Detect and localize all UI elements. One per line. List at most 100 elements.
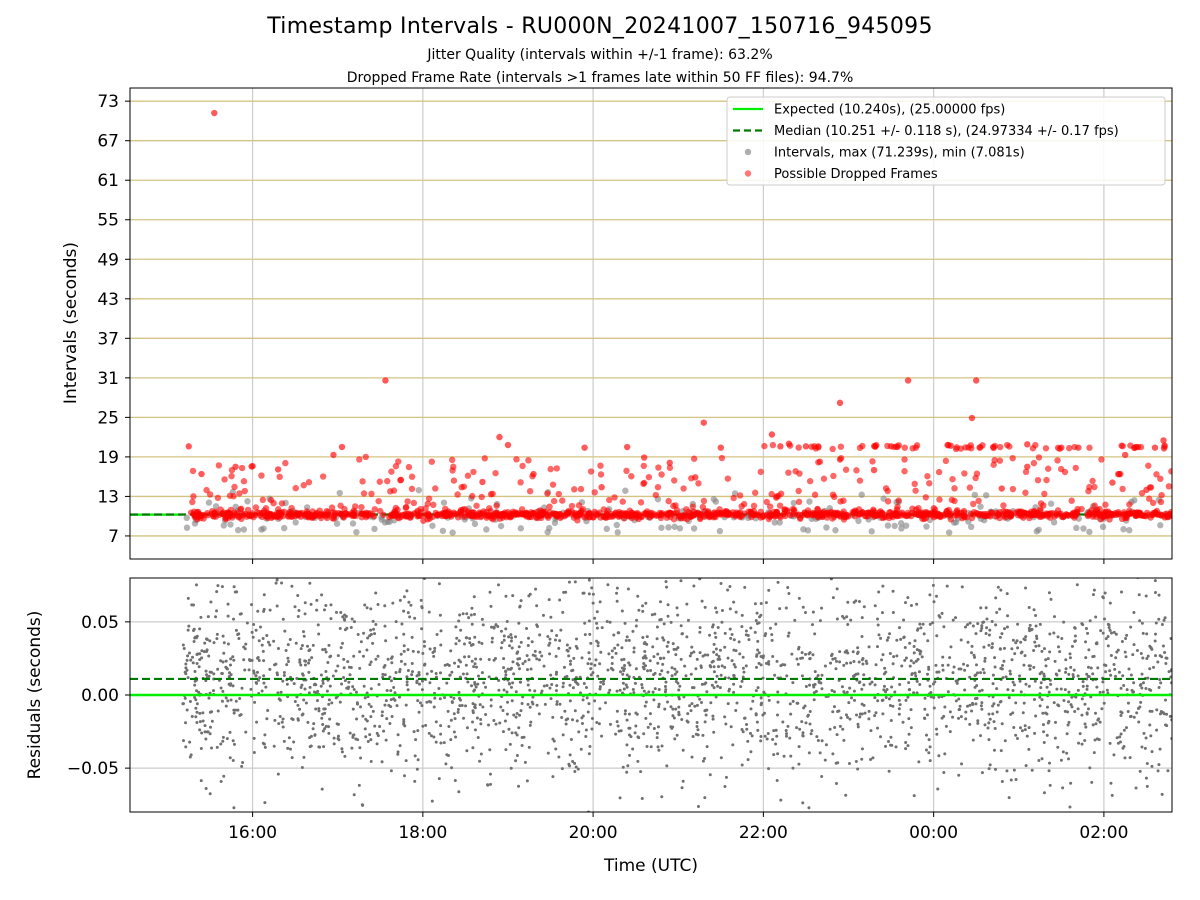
residual-point — [421, 651, 425, 655]
residual-point — [636, 735, 640, 739]
residual-point — [1145, 762, 1149, 766]
residual-point — [587, 702, 591, 706]
residual-point — [286, 656, 290, 660]
residual-point — [437, 777, 441, 781]
residual-point — [1053, 736, 1057, 740]
residual-point — [641, 609, 645, 613]
residual-point — [867, 645, 871, 649]
residual-point — [1104, 637, 1108, 641]
residual-point — [751, 699, 755, 703]
residual-point — [376, 654, 380, 658]
residual-point — [583, 621, 587, 625]
residual-point — [862, 605, 866, 609]
residual-point — [1032, 665, 1036, 669]
dropped-frame-point — [230, 493, 237, 500]
residual-point — [1003, 627, 1007, 631]
dropped-frame-point — [1160, 445, 1168, 452]
residual-point — [979, 671, 983, 675]
residual-point — [756, 570, 759, 573]
residual-point — [1148, 667, 1152, 671]
residual-point — [198, 711, 202, 715]
residual-point — [336, 737, 340, 741]
residual-point — [764, 632, 768, 636]
residual-point — [936, 787, 940, 791]
residual-point — [535, 657, 539, 661]
residual-point — [990, 620, 994, 624]
residual-point — [593, 699, 597, 703]
residual-point — [526, 702, 530, 706]
residual-point — [1045, 705, 1049, 709]
residual-point — [255, 720, 259, 724]
dropped-frame-point — [196, 512, 204, 520]
residual-point — [1016, 622, 1020, 626]
residual-point — [653, 687, 657, 691]
residual-point — [420, 679, 424, 683]
residual-point — [1005, 592, 1009, 596]
residual-point — [929, 690, 933, 694]
residual-point — [749, 626, 753, 630]
residual-point — [640, 686, 644, 690]
residual-point — [348, 673, 352, 677]
residual-point — [628, 663, 632, 667]
residual-point — [272, 663, 276, 667]
residual-point — [1095, 641, 1099, 645]
residual-point — [677, 697, 681, 701]
residual-point — [323, 711, 327, 715]
residual-point — [625, 673, 629, 677]
residual-point — [1080, 697, 1084, 701]
residual-point — [261, 649, 265, 653]
dropped-frame-point — [911, 480, 918, 488]
residual-point — [1067, 720, 1071, 724]
dropped-frame-outlier — [249, 462, 256, 470]
residual-point — [732, 673, 736, 677]
residual-point — [393, 698, 397, 702]
residual-point — [382, 665, 386, 669]
residual-point — [634, 667, 638, 671]
residual-point — [926, 639, 930, 643]
residual-point — [672, 716, 676, 720]
residual-point — [816, 738, 820, 742]
interval-point — [712, 498, 720, 505]
residual-point — [328, 684, 332, 688]
residual-point — [652, 698, 656, 702]
residual-point — [348, 731, 352, 735]
residual-point — [508, 682, 512, 686]
residual-point — [187, 624, 191, 628]
residual-point — [664, 688, 668, 692]
residual-point — [540, 689, 544, 693]
dropped-frame-point — [395, 458, 402, 465]
residual-point — [1042, 672, 1046, 676]
residual-point — [275, 578, 279, 582]
residual-point — [624, 639, 628, 643]
residual-point — [319, 684, 323, 688]
residual-point — [1084, 725, 1088, 729]
residual-point — [828, 727, 832, 731]
residual-point — [649, 668, 653, 672]
residual-point — [909, 708, 913, 712]
dropped-frame-point — [1157, 498, 1165, 506]
residual-point — [869, 757, 873, 761]
residual-point — [303, 612, 307, 616]
residual-point — [987, 738, 991, 742]
residual-point — [987, 643, 991, 647]
residual-point — [464, 704, 468, 708]
residual-point — [1008, 669, 1012, 673]
residual-point — [300, 683, 304, 687]
residual-point — [215, 745, 219, 749]
dropped-frame-point — [492, 469, 499, 477]
residual-point — [508, 667, 512, 671]
residual-point — [472, 595, 476, 599]
residual-point — [435, 633, 439, 637]
residual-point — [1027, 726, 1031, 730]
residual-point — [555, 700, 559, 704]
residual-point — [263, 801, 267, 805]
dropped-frame-point — [1053, 511, 1060, 519]
residual-point — [723, 784, 727, 788]
dropped-frame-point — [1085, 487, 1092, 495]
residual-point — [1102, 701, 1106, 705]
residual-point — [384, 699, 388, 703]
dropped-frame-point — [699, 503, 707, 511]
residual-point — [656, 745, 660, 749]
dropped-frame-point — [637, 499, 645, 506]
residual-point — [209, 725, 213, 729]
